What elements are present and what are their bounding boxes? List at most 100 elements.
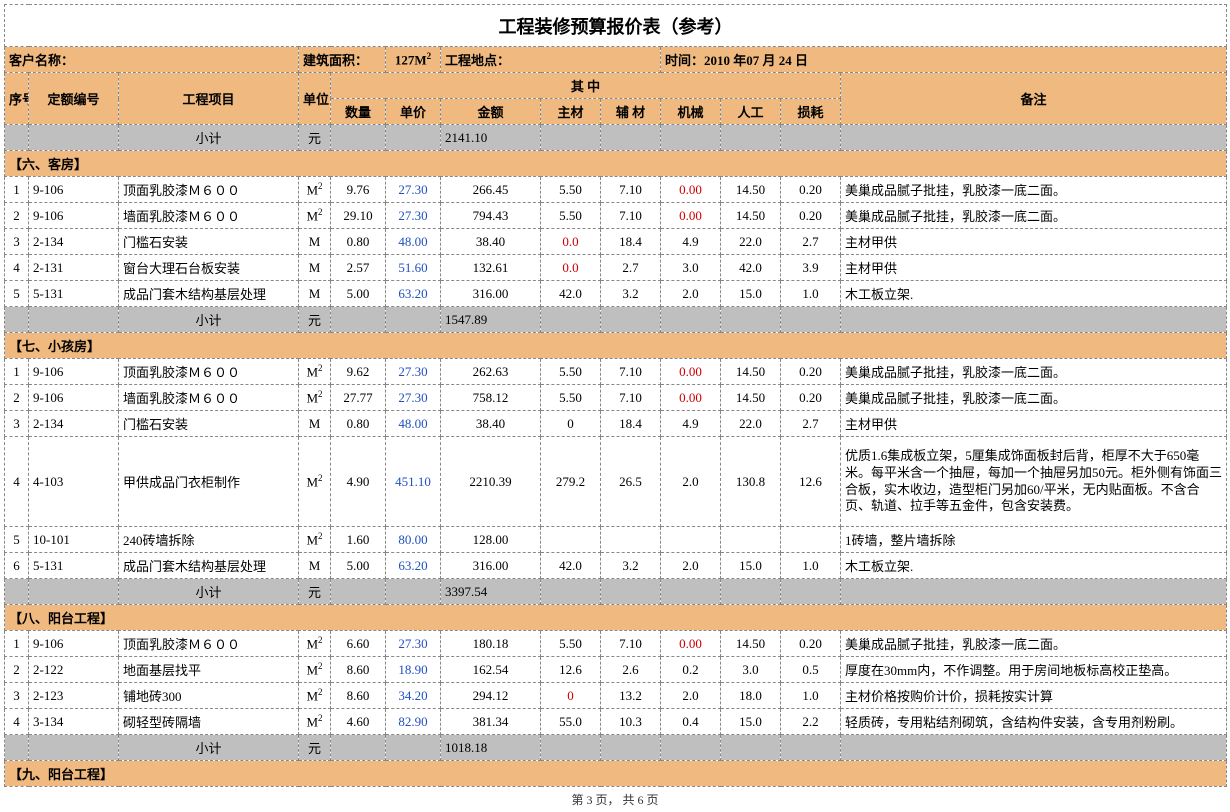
cell-seq: 2 [5,657,29,683]
cell-note: 厚度在30mm内，不作调整。用于房间地板标高校正垫高。 [841,657,1227,683]
cell-loss: 1.0 [781,281,841,307]
cell-seq: 4 [5,709,29,735]
cell-main: 5.50 [541,359,601,385]
cell-name: 墙面乳胶漆Ｍ６００ [119,203,299,229]
cell-unit: M2 [299,437,331,527]
cell-unit: M2 [299,177,331,203]
cell-name: 地面基层找平 [119,657,299,683]
cell-seq: 3 [5,683,29,709]
cell-price: 27.30 [386,385,441,411]
cell-qty: 29.10 [331,203,386,229]
cell-code: 3-134 [29,709,119,735]
cell-code: 9-106 [29,359,119,385]
cell-code: 9-106 [29,203,119,229]
table-row: 44-103甲供成品门衣柜制作M24.90451.102210.39279.22… [5,437,1227,527]
table-row: 29-106墙面乳胶漆Ｍ６００M227.7727.30758.125.507.1… [5,385,1227,411]
cell-name: 窗台大理石台板安装 [119,255,299,281]
cell-name: 门槛石安装 [119,229,299,255]
cell-main: 5.50 [541,385,601,411]
cell-amount: 294.12 [441,683,541,709]
section-title: 【八、阳台工程】 [5,605,1227,631]
subtotal-unit: 元 [299,735,331,761]
cell-unit: M [299,281,331,307]
cell-loss: 1.0 [781,553,841,579]
cell-name: 门槛石安装 [119,411,299,437]
cell-price: 27.30 [386,359,441,385]
subtotal-amount: 2141.10 [441,125,541,151]
cell-loss: 2.7 [781,411,841,437]
cell-main: 0.0 [541,229,601,255]
table-row: 65-131成品门套木结构基层处理M5.0063.20316.0042.03.2… [5,553,1227,579]
cell-qty: 1.60 [331,527,386,553]
cell-seq: 5 [5,527,29,553]
cell-amount: 180.18 [441,631,541,657]
cell-name: 顶面乳胶漆Ｍ６００ [119,359,299,385]
cell-name: 墙面乳胶漆Ｍ６００ [119,385,299,411]
hdr-project: 工程项目 [119,73,299,125]
cell-main: 279.2 [541,437,601,527]
cell-unit: M [299,411,331,437]
cell-labor: 130.8 [721,437,781,527]
cell-loss: 0.20 [781,631,841,657]
cell-labor: 14.50 [721,203,781,229]
customer-label: 客户名称： [5,47,299,73]
cell-price: 451.10 [386,437,441,527]
cell-main: 55.0 [541,709,601,735]
area-label: 建筑面积： [299,47,386,73]
cell-code: 9-106 [29,385,119,411]
cell-qty: 0.80 [331,229,386,255]
subtotal-amount: 1018.18 [441,735,541,761]
cell-note: 主材甲供 [841,411,1227,437]
subtotal-amount: 3397.54 [441,579,541,605]
hdr-remark: 备注 [841,73,1227,125]
cell-note: 美巢成品腻子批挂，乳胶漆一底二面。 [841,385,1227,411]
table-row: 19-106顶面乳胶漆Ｍ６００M26.6027.30180.185.507.10… [5,631,1227,657]
cell-main: 0.0 [541,255,601,281]
cell-aux: 3.2 [601,553,661,579]
cell-machine: 0.00 [661,177,721,203]
cell-unit: M2 [299,385,331,411]
cell-main: 5.50 [541,203,601,229]
hdr-unit: 单位 [299,73,331,125]
cell-machine: 0.00 [661,359,721,385]
cell-code: 9-106 [29,177,119,203]
cell-main [541,527,601,553]
cell-loss [781,527,841,553]
cell-note: 美巢成品腻子批挂，乳胶漆一底二面。 [841,203,1227,229]
cell-note: 轻质砖，专用粘结剂砌筑，含结构件安装，含专用剂粉刷。 [841,709,1227,735]
cell-amount: 128.00 [441,527,541,553]
cell-aux: 7.10 [601,203,661,229]
cell-qty: 4.90 [331,437,386,527]
cell-code: 4-103 [29,437,119,527]
cell-name: 顶面乳胶漆Ｍ６００ [119,177,299,203]
section-title: 【九、阳台工程】 [5,761,1227,787]
cell-note: 美巢成品腻子批挂，乳胶漆一底二面。 [841,359,1227,385]
cell-unit: M2 [299,359,331,385]
cell-price: 27.30 [386,177,441,203]
cell-qty: 6.60 [331,631,386,657]
cell-aux: 2.7 [601,255,661,281]
cell-aux: 13.2 [601,683,661,709]
cell-machine: 4.9 [661,411,721,437]
subtotal-amount: 1547.89 [441,307,541,333]
cell-qty: 9.76 [331,177,386,203]
cell-main: 42.0 [541,553,601,579]
cell-code: 5-131 [29,281,119,307]
cell-labor: 14.50 [721,359,781,385]
cell-labor: 22.0 [721,229,781,255]
cell-qty: 4.60 [331,709,386,735]
cell-note: 主材价格按购价计价，损耗按实计算 [841,683,1227,709]
cell-loss: 12.6 [781,437,841,527]
cell-labor [721,527,781,553]
cell-main: 42.0 [541,281,601,307]
table-row: 22-122地面基层找平M28.6018.90162.5412.62.60.23… [5,657,1227,683]
table-row: 29-106墙面乳胶漆Ｍ６００M229.1027.30794.435.507.1… [5,203,1227,229]
cell-machine: 4.9 [661,229,721,255]
cell-note: 美巢成品腻子批挂，乳胶漆一底二面。 [841,177,1227,203]
table-row: 32-123铺地砖300M28.6034.20294.12013.22.018.… [5,683,1227,709]
cell-code: 5-131 [29,553,119,579]
cell-seq: 2 [5,385,29,411]
cell-labor: 18.0 [721,683,781,709]
cell-code: 2-123 [29,683,119,709]
cell-machine: 2.0 [661,437,721,527]
